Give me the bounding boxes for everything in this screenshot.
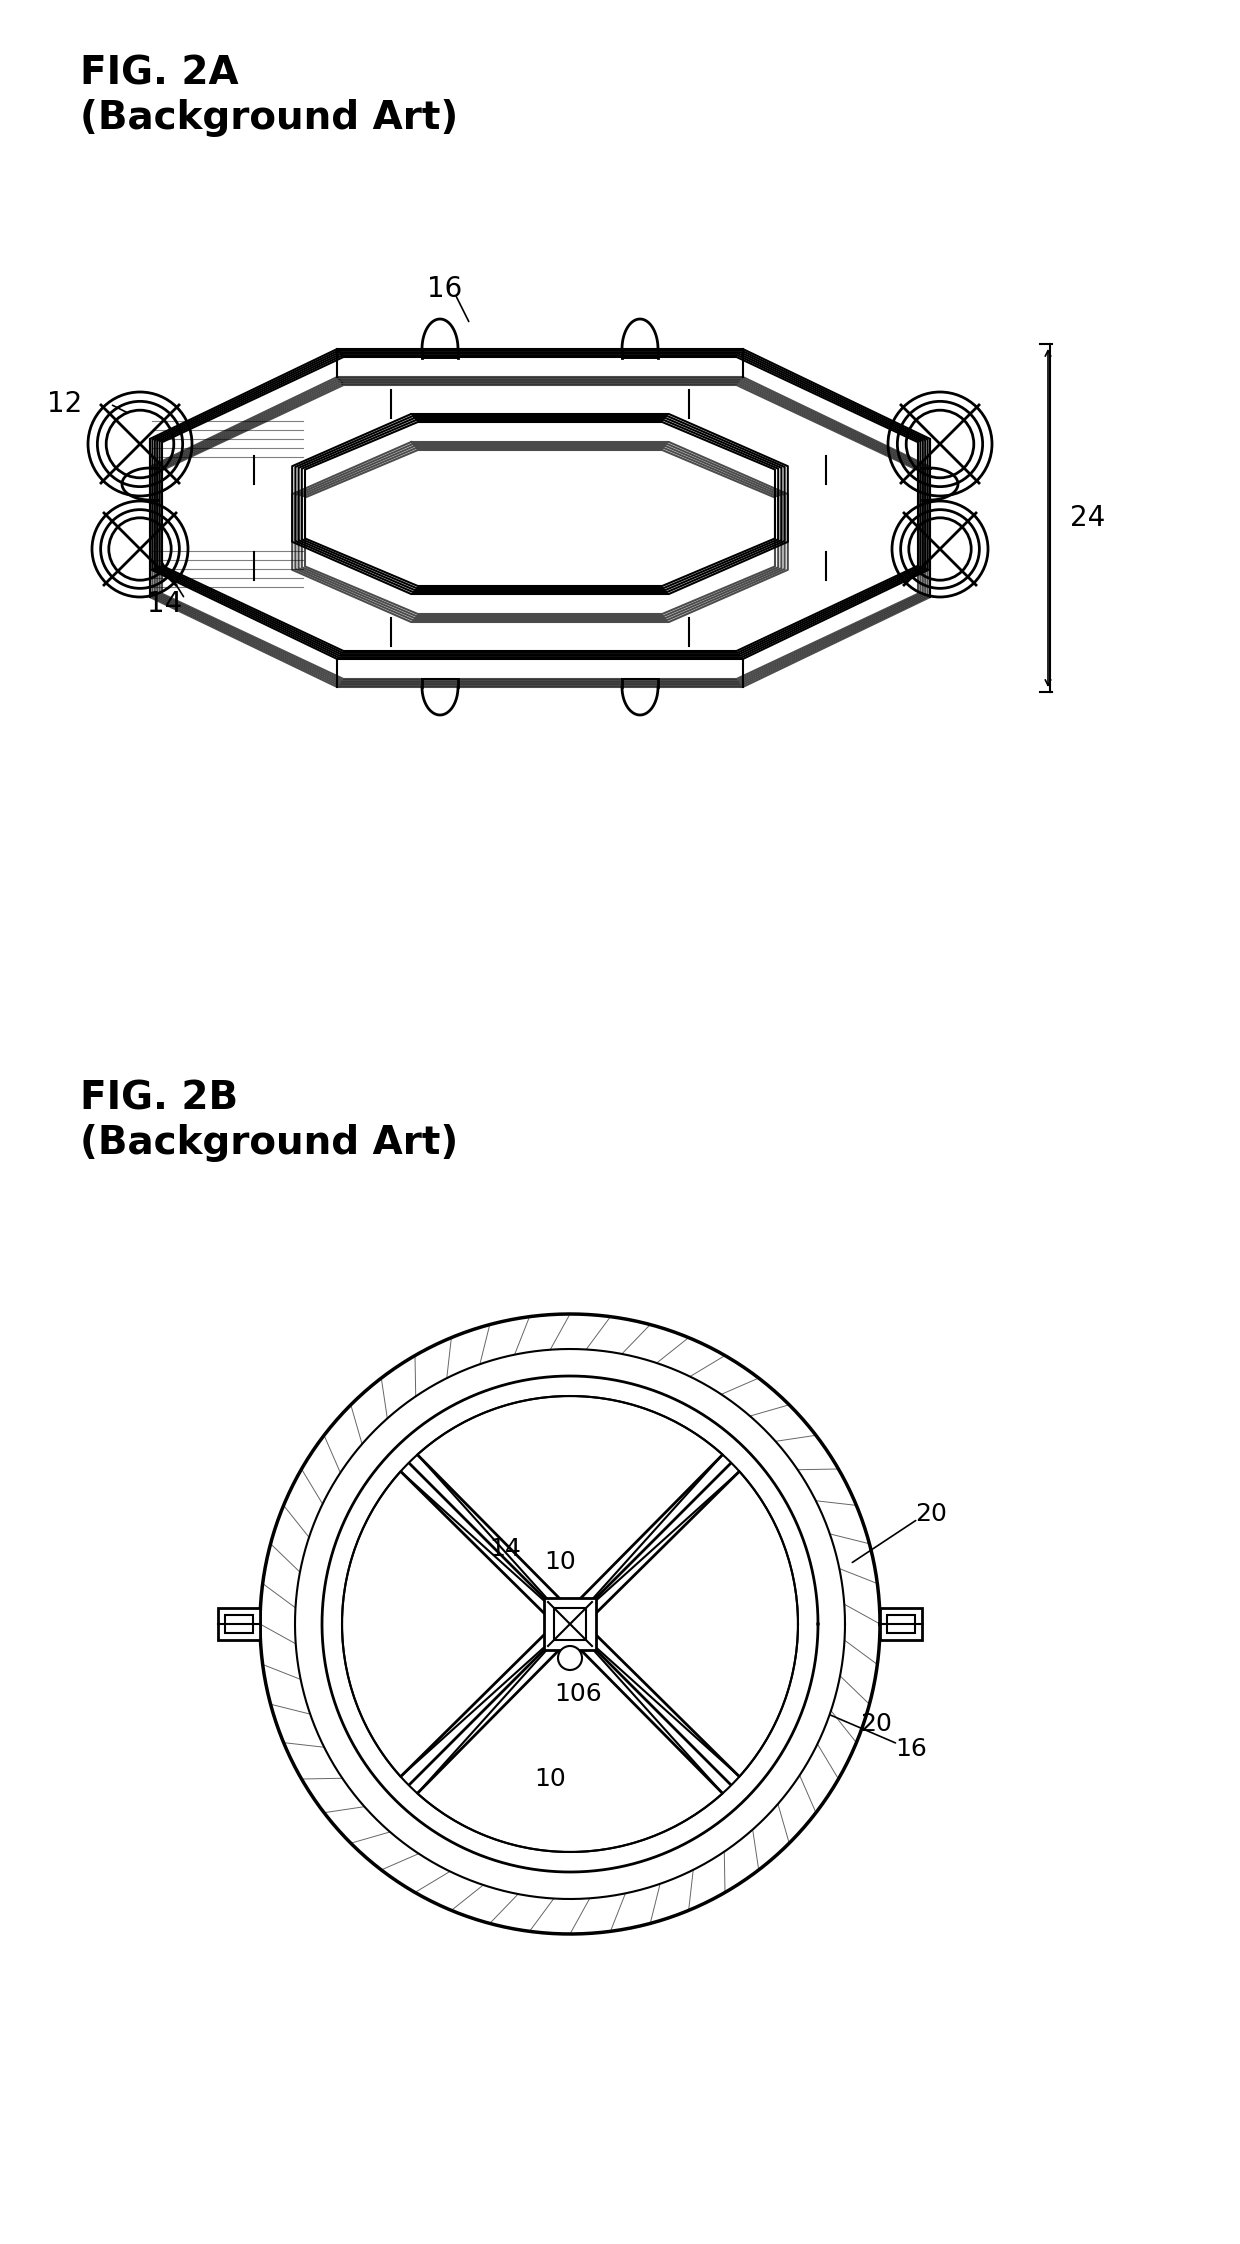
Text: 12: 12 <box>47 390 83 417</box>
Text: 14: 14 <box>489 1537 521 1562</box>
Text: FIG. 2B: FIG. 2B <box>81 1079 238 1118</box>
Bar <box>544 1598 596 1649</box>
Text: 14: 14 <box>148 590 182 617</box>
Bar <box>554 1609 587 1640</box>
Circle shape <box>558 1647 582 1670</box>
Text: FIG. 2A: FIG. 2A <box>81 54 238 92</box>
Text: (Background Art): (Background Art) <box>81 99 459 137</box>
Text: 10: 10 <box>534 1766 565 1791</box>
Bar <box>224 1616 253 1634</box>
Text: 20: 20 <box>861 1712 892 1737</box>
Text: (Background Art): (Background Art) <box>81 1124 459 1162</box>
Text: 24: 24 <box>1070 505 1105 532</box>
Bar <box>880 1609 923 1640</box>
Text: 16: 16 <box>428 276 463 303</box>
Bar <box>218 1609 260 1640</box>
Text: 106: 106 <box>554 1683 601 1705</box>
Text: 16: 16 <box>895 1737 926 1762</box>
Bar <box>887 1616 915 1634</box>
Text: 10: 10 <box>544 1551 575 1573</box>
Text: 20: 20 <box>915 1501 947 1526</box>
